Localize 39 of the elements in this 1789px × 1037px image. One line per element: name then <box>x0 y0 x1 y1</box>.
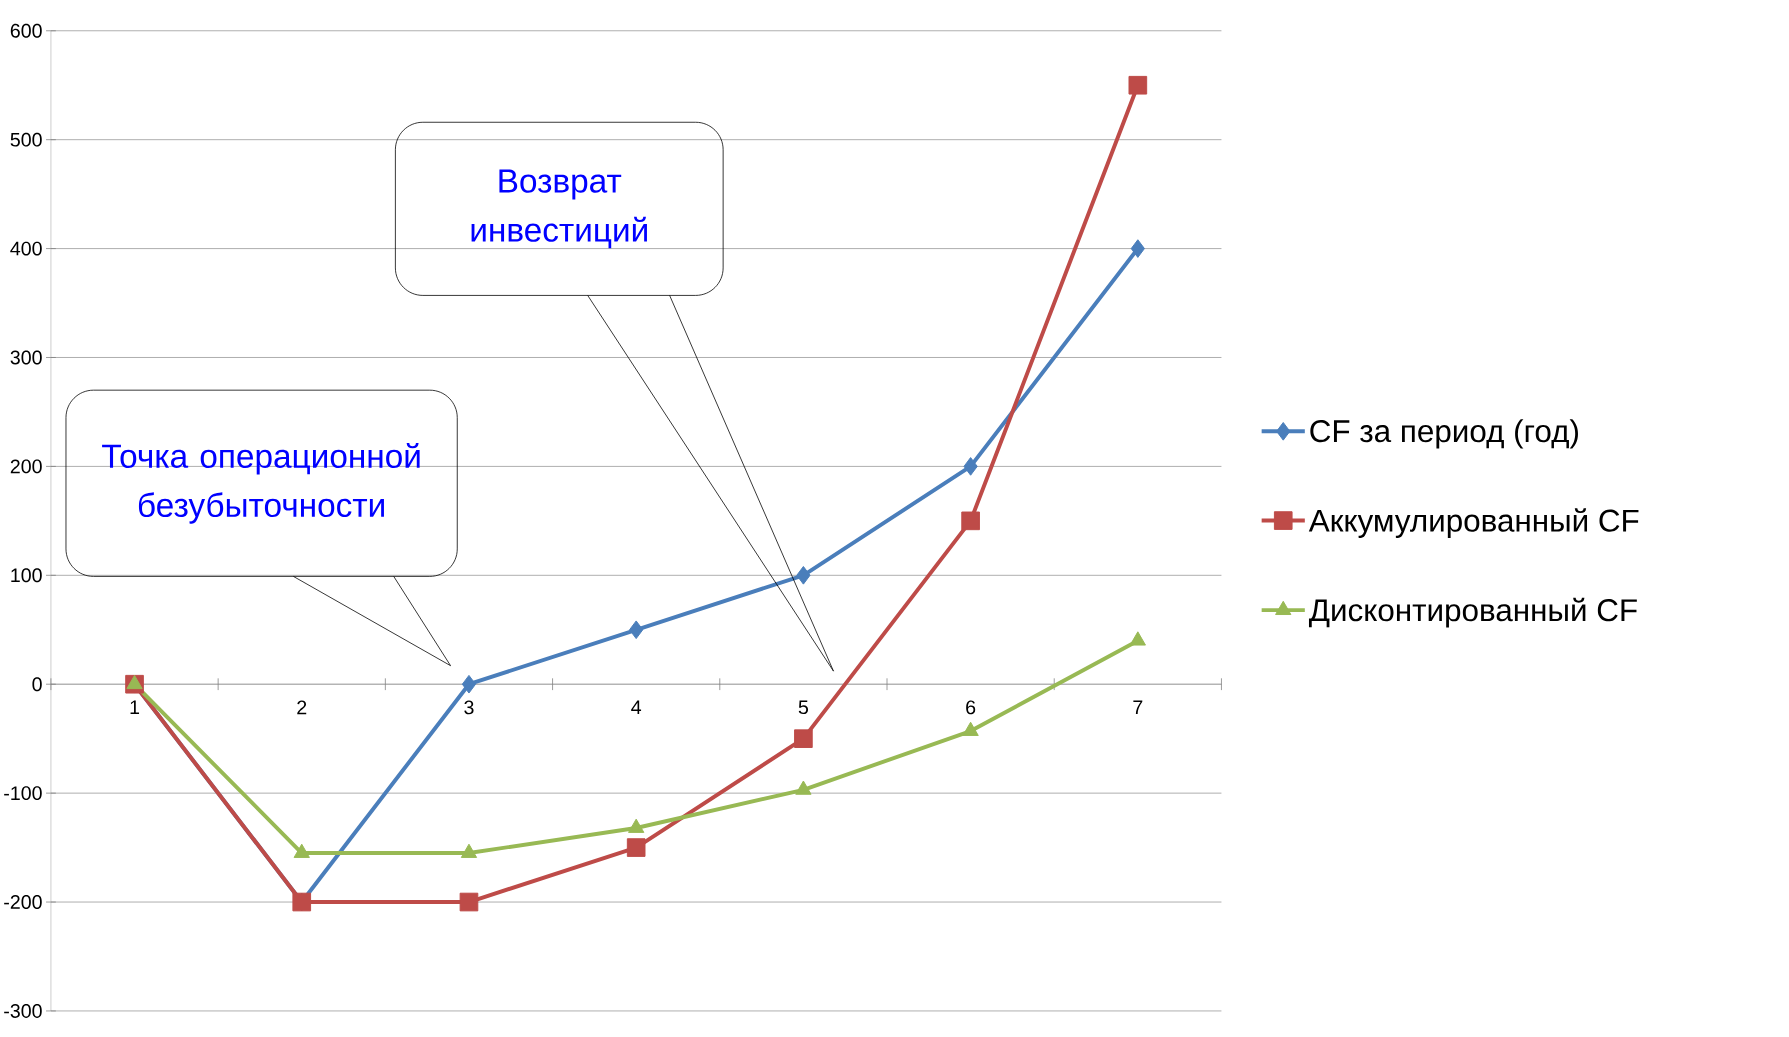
y-tick-label: 400 <box>10 241 42 256</box>
annotation: Возврат инвестиций <box>471 169 647 249</box>
point <box>126 674 143 690</box>
point <box>460 843 478 858</box>
x-tick-label: 4 <box>631 700 642 714</box>
point <box>1128 75 1148 95</box>
point <box>962 721 979 736</box>
point <box>1130 239 1145 258</box>
y-tick-label: 200 <box>10 459 42 474</box>
point <box>795 780 812 795</box>
y-tick-label: -200 <box>4 895 42 909</box>
point <box>629 620 644 640</box>
y-tick-label: 600 <box>10 23 42 38</box>
y-tick-label: 300 <box>10 350 42 365</box>
x-tick-label: 7 <box>1133 700 1143 714</box>
x-tick-label: 1 <box>130 700 140 714</box>
point <box>459 892 479 912</box>
point <box>626 838 646 857</box>
point <box>963 457 978 476</box>
y-tick-label: 500 <box>10 132 42 147</box>
point <box>628 818 645 833</box>
x-tick-label: 6 <box>966 700 976 715</box>
y-tick-label: 100 <box>11 568 42 583</box>
y-tick-label: -300 <box>4 1003 42 1018</box>
x-tick-label: 5 <box>798 700 809 715</box>
y-tick-label: 0 <box>32 677 42 692</box>
y-tick-label: -100 <box>4 786 42 801</box>
legend-label: Аккумулированный CF <box>1308 508 1639 538</box>
point <box>293 843 310 858</box>
legend-label: CF за период (год) <box>1310 419 1578 449</box>
legend-label: Дисконтированный CF <box>1308 597 1637 628</box>
x-tick-label: 3 <box>464 700 474 715</box>
point <box>961 511 980 531</box>
annotation: Точка операционной безубыточности <box>102 442 420 524</box>
point <box>461 674 477 694</box>
point <box>796 565 811 585</box>
point <box>1129 631 1146 646</box>
x-tick-label: 2 <box>297 700 307 715</box>
point <box>794 729 813 748</box>
